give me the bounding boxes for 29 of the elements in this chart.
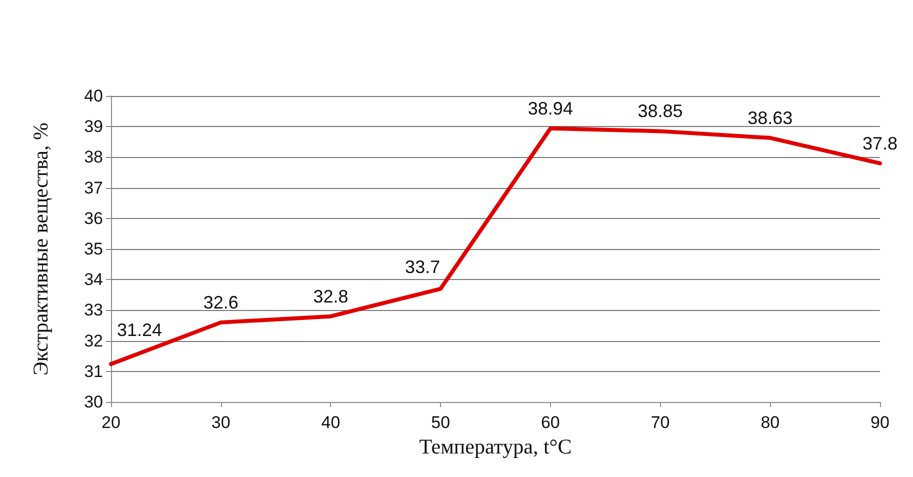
x-tick-label: 70	[650, 413, 670, 432]
x-tick-label: 50	[431, 413, 450, 432]
y-tick-label: 31	[84, 362, 103, 381]
x-tick-label: 20	[102, 413, 120, 432]
y-tick-label: 34	[84, 270, 103, 290]
data-label: 32.6	[203, 292, 238, 312]
data-label: 38.63	[748, 108, 793, 128]
x-tick-label: 80	[760, 413, 780, 432]
y-tick-label: 38	[84, 148, 103, 167]
x-tick-label: 60	[540, 413, 560, 432]
y-axis-title: Экстрактивные вещества, %	[28, 122, 52, 376]
data-label: 38.94	[528, 98, 573, 118]
y-tick-label: 35	[84, 240, 103, 258]
data-label: 38.85	[638, 101, 683, 122]
y-tick-label: 40	[84, 86, 103, 106]
y-tick-label: 30	[84, 392, 103, 412]
data-label: 37.8	[862, 133, 898, 154]
x-axis-title: Температура, t°C	[419, 434, 572, 458]
data-label: 31.24	[117, 320, 162, 340]
x-tick-label: 40	[321, 413, 340, 432]
y-tick-label: 32	[84, 331, 103, 350]
y-tick-label: 39	[84, 117, 103, 136]
y-tick-label: 33	[84, 300, 103, 320]
x-tick-label: 30	[211, 413, 230, 432]
data-label: 33.7	[405, 256, 440, 277]
y-tick-label: 36	[84, 208, 103, 228]
data-label: 32.8	[313, 286, 348, 306]
y-tick-label: 37	[84, 178, 103, 198]
x-tick-label: 90	[870, 413, 890, 432]
